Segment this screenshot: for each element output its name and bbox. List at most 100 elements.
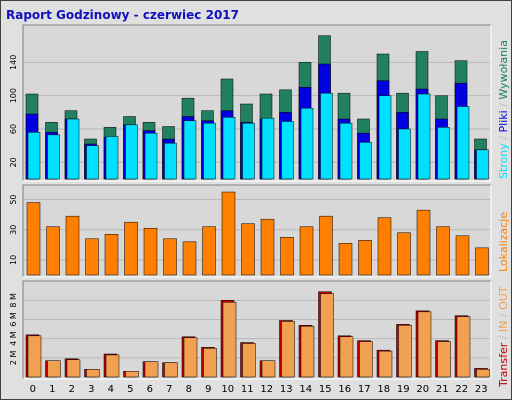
x-tick-labels: 0 1 2 3 4 5 6 7 8 9 10 11 12 13 14 15 16 17 18 19 20 21 22 23 [30,384,488,395]
bar-bottom-1-19 [398,325,412,378]
bar-middle-0-11 [241,223,255,276]
bar-middle-0-2 [65,215,80,276]
bar-middle-0-17 [358,240,372,276]
bar-bottom-1-16 [339,336,354,378]
bar-middle-0-10 [221,191,236,276]
bar-top-2-22 [456,106,470,180]
bar-top-2-4 [105,136,119,180]
bar-top-2-23 [476,149,489,180]
bar-middle-0-19 [397,232,411,276]
y-tick-label: 4 M [9,331,18,346]
y-tick-label: 60 [9,124,18,134]
bar-bottom-1-23 [476,369,490,378]
bar-bottom-1-1 [47,360,61,378]
bar-top-2-6 [144,132,158,180]
bar-top-2-10 [222,117,236,180]
bar-top-2-11 [242,122,255,180]
bar-top-2-9 [203,122,216,180]
bar-bottom-1-7 [164,362,178,378]
y-tick-label: 100 [9,88,18,103]
x-tick-label: 6 [147,384,153,395]
bar-bottom-1-5 [125,371,139,378]
bottom-panel: 2 M 4 M 6 M 8 M [9,280,492,380]
bar-top-2-1 [47,134,60,180]
bar-middle-0-23 [475,247,489,276]
bar-top-2-21 [437,127,450,180]
legend-in: IN [497,321,510,332]
legend-transfer: Transfer [497,342,510,388]
legend-out: OUT [497,286,510,310]
y-tick-label: 30 [9,225,18,235]
bar-top-2-19 [398,128,411,180]
bar-top-2-2 [66,118,80,180]
bar-middle-0-9 [202,226,216,276]
x-tick-label: 17 [358,384,371,395]
bar-top-2-15 [320,92,333,180]
bar-bottom-1-14 [300,325,315,378]
bar-bottom-1-6 [144,361,159,378]
x-tick-label: 3 [88,384,94,395]
bar-middle-0-6 [143,227,158,276]
bar-middle-0-20 [416,209,431,276]
bar-bottom-1-20 [417,311,432,378]
x-tick-label: 10 [221,384,234,395]
bar-top-2-17 [359,142,372,180]
bar-top-2-3 [86,145,99,180]
x-tick-label: 20 [416,384,429,395]
bottom-panel-legend: Transfer / IN / OUT [497,286,510,388]
chart-panels: 20 60 100 140 10 30 50 2 M 4 M 6 M 8 M [9,24,492,380]
bar-middle-0-16 [338,243,353,276]
x-tick-label: 8 [186,384,192,395]
legend-hits: Wywołania [497,40,510,100]
legend-separator: / [497,100,510,111]
bar-bottom-1-18 [378,350,393,378]
bar-bottom-1-22 [456,316,471,378]
plot-area [23,25,491,181]
bar-middle-0-18 [377,217,392,276]
y-tick-label: 140 [9,55,18,70]
bar-middle-0-8 [182,241,197,276]
bar-top-2-0 [27,132,41,180]
legend-visits: Lokalizacje [497,212,510,272]
bar-bottom-1-21 [437,341,451,378]
bar-top-2-5 [125,124,138,180]
x-tick-label: 5 [127,384,133,395]
bar-middle-0-1 [46,226,60,276]
bar-top-2-16 [339,122,353,180]
x-tick-label: 7 [166,384,172,395]
bar-bottom-1-0 [27,335,42,378]
x-tick-label: 22 [455,384,468,395]
x-tick-label: 19 [397,384,410,395]
y-tick-label: 6 M [9,312,18,327]
x-tick-label: 9 [205,384,211,395]
legend-separator: / [497,133,510,144]
bar-bottom-1-12 [261,360,276,378]
bar-bottom-1-15 [320,293,334,378]
x-tick-label: 14 [299,384,312,395]
x-tick-label: 11 [241,384,254,395]
y-tick-label: 20 [9,157,18,167]
bar-middle-0-7 [163,238,177,276]
bar-top-2-7 [164,142,177,180]
bar-bottom-1-9 [203,348,217,378]
bar-bottom-1-11 [242,343,256,378]
bar-middle-0-0 [26,202,41,276]
x-tick-label: 13 [280,384,293,395]
bar-middle-0-15 [319,215,333,276]
bar-bottom-1-2 [66,359,81,378]
legend-files: Pliki [497,110,510,132]
x-tick-label: 12 [260,384,273,395]
x-tick-label: 1 [49,384,55,395]
bar-bottom-1-3 [86,369,100,378]
y-tick-label: 8 M [9,293,18,308]
bar-top-2-20 [417,93,431,180]
x-tick-label: 2 [69,384,75,395]
bar-top-2-18 [378,95,392,180]
bar-bottom-1-13 [281,321,295,378]
x-tick-label: 23 [475,384,488,395]
y-tick-label: 50 [9,194,18,204]
top-panel: 20 60 100 140 [9,24,492,182]
x-tick-label: 16 [338,384,351,395]
plot-area [23,185,491,277]
